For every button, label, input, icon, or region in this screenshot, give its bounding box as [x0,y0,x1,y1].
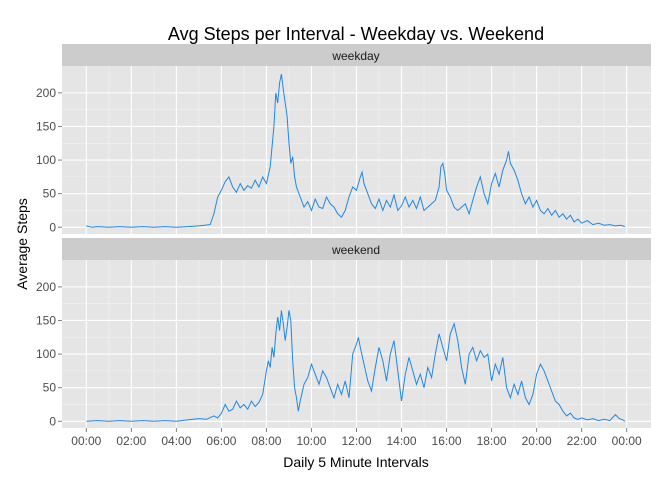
y-tick-label: 0 [49,220,56,234]
x-tick-label: 06:00 [206,434,236,448]
strip-weekend [62,238,651,260]
strip-label-weekend: weekend [331,243,380,257]
gridlines-weekend [62,260,651,428]
y-tick-label: 50 [43,381,57,395]
x-axis-title: Daily 5 Minute Intervals [283,454,429,470]
x-tick-label: 16:00 [432,434,462,448]
chart-title: Avg Steps per Interval - Weekday vs. Wee… [168,24,544,44]
y-tick-label: 150 [36,313,56,327]
panel-weekday: weekday 0 50 100 150 200 [36,44,651,234]
x-tick-label: 22:00 [567,434,597,448]
x-tick-label: 00:00 [71,434,101,448]
gridlines-weekday [62,66,651,234]
x-tick-label: 00:00 [612,434,642,448]
x-axis-ticks: 00:00 02:00 04:00 06:00 08:00 10:00 12:00 14:00… [71,428,642,448]
x-tick-label: 18:00 [477,434,507,448]
x-tick-label: 02:00 [116,434,146,448]
y-tick-label: 200 [36,86,56,100]
x-tick-label: 20:00 [522,434,552,448]
y-tick-label: 200 [36,280,56,294]
x-tick-label: 10:00 [296,434,326,448]
panel-weekend: weekend 0 50 100 150 200 [36,238,651,428]
x-tick-label: 08:00 [251,434,281,448]
x-tick-label: 14:00 [387,434,417,448]
y-tick-label: 100 [36,153,56,167]
y-ticks-weekday: 0 50 100 150 200 [36,86,62,234]
series-line-weekend [86,310,626,422]
x-tick-label: 12:00 [341,434,371,448]
y-tick-label: 0 [49,414,56,428]
y-tick-label: 150 [36,119,56,133]
strip-label-weekday: weekday [331,49,379,63]
y-tick-label: 50 [43,187,57,201]
strip-weekday [62,44,651,66]
y-tick-label: 100 [36,347,56,361]
x-tick-label: 04:00 [161,434,191,448]
y-ticks-weekend: 0 50 100 150 200 [36,280,62,428]
y-axis-title: Average Steps [14,198,30,290]
series-line-weekday [86,73,625,228]
